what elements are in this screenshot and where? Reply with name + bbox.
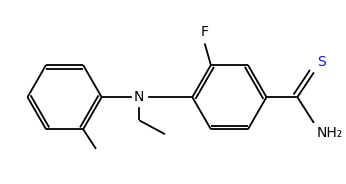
Text: N: N xyxy=(134,90,145,104)
Text: F: F xyxy=(201,25,209,39)
Text: NH₂: NH₂ xyxy=(317,126,343,140)
Text: S: S xyxy=(317,55,326,69)
